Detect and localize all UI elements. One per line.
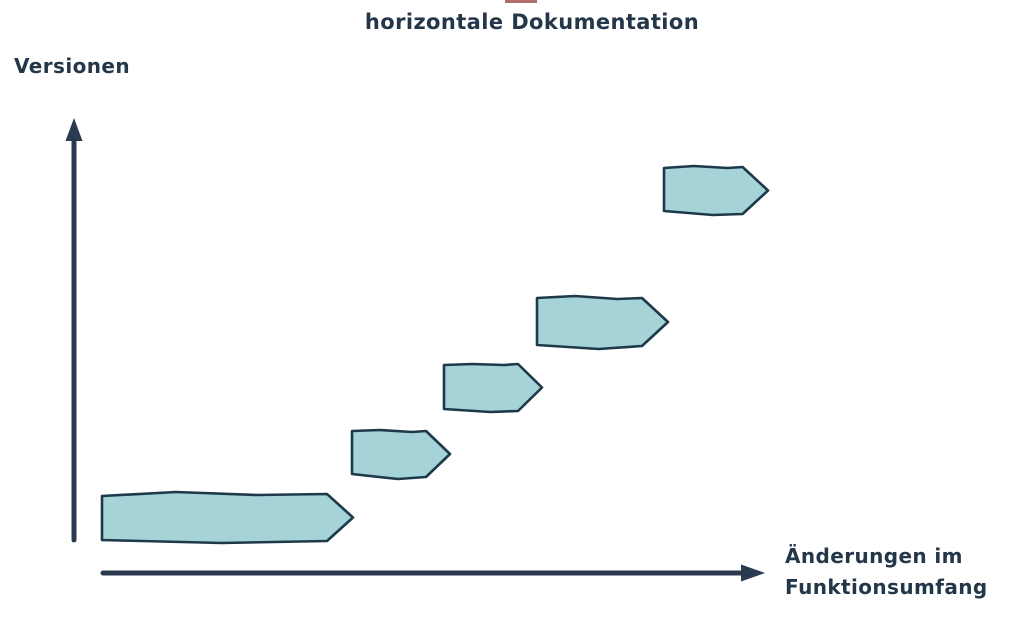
version-arrow-1 (100, 490, 355, 545)
version-arrow-3 (442, 362, 544, 414)
y-axis-arrowhead-icon (65, 118, 83, 141)
version-arrow-4 (535, 294, 670, 351)
y-axis-label: Versionen (14, 54, 130, 78)
version-arrow-5 (662, 164, 770, 217)
x-axis-arrowhead-icon (741, 564, 765, 582)
x-axis-label-line1: Änderungen im (785, 544, 963, 568)
x-axis-label: Änderungen im Funktionsumfang (785, 541, 988, 603)
x-axis-label-line2: Funktionsumfang (785, 575, 988, 599)
version-arrow-2 (350, 428, 452, 481)
page-title: horizontale Dokumentation (364, 10, 700, 34)
top-edge-artifact (505, 0, 537, 3)
